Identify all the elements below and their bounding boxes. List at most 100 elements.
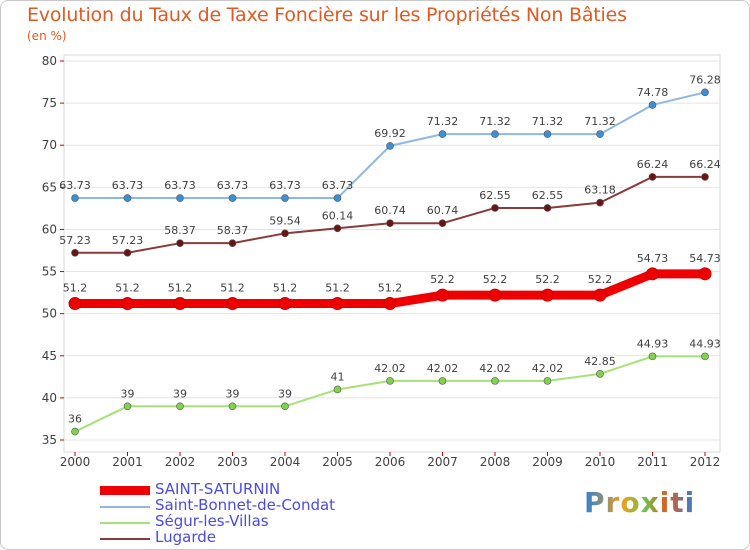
point-lugarde-2010 [596, 198, 604, 207]
data-label-saint-saturnin-2009: 52.2 [535, 273, 560, 286]
point-lugarde-2004 [281, 229, 289, 238]
data-label-segur-les-villas-2010: 42.85 [584, 355, 616, 368]
point-saint-bonnet-de-condat-2002 [176, 194, 184, 202]
point-saint-bonnet-de-condat-2008 [491, 130, 499, 138]
data-label-saint-saturnin-2006: 51.2 [378, 282, 403, 295]
data-label-lugarde-2004: 59.54 [269, 214, 301, 227]
data-label-saint-saturnin-2003: 51.2 [220, 282, 245, 295]
point-segur-les-villas-2008 [491, 377, 499, 385]
logo-text: Proxiti [584, 486, 696, 519]
point-saint-saturnin-2006 [383, 297, 397, 311]
point-saint-bonnet-de-condat-2010 [596, 130, 604, 138]
legend-swatch-saint-bonnet-de-condat [100, 506, 150, 508]
point-lugarde-2003 [228, 239, 237, 247]
point-saint-saturnin-2003 [226, 297, 239, 311]
point-lugarde-2006 [386, 219, 394, 228]
data-label-lugarde-2006: 60.74 [374, 204, 406, 217]
point-saint-bonnet-de-condat-2012 [701, 88, 709, 97]
data-label-segur-les-villas-2003: 39 [226, 387, 240, 400]
point-segur-les-villas-2001 [123, 402, 132, 411]
point-saint-bonnet-de-condat-2004 [281, 194, 289, 202]
point-saint-saturnin-2000 [68, 297, 82, 311]
point-lugarde-2007 [438, 219, 447, 228]
point-saint-bonnet-de-condat-2006 [386, 142, 394, 150]
data-label-saint-saturnin-2000: 51.2 [63, 282, 88, 295]
y-tick-label-75: 75 [42, 96, 57, 110]
data-label-saint-bonnet-de-condat-2001: 63.73 [112, 179, 144, 192]
y-tick-label-40: 40 [42, 391, 57, 405]
data-label-segur-les-villas-2005: 41 [331, 370, 345, 383]
data-label-saint-bonnet-de-condat-2011: 74.78 [637, 86, 669, 99]
data-label-saint-bonnet-de-condat-2012: 76.28 [689, 73, 721, 86]
point-segur-les-villas-2011 [648, 352, 657, 361]
point-saint-saturnin-2009 [541, 288, 554, 302]
data-label-lugarde-2008: 62.55 [479, 189, 511, 202]
point-saint-saturnin-2005 [331, 297, 344, 311]
point-lugarde-2005 [333, 224, 342, 233]
x-tick-label-2011: 2011 [637, 455, 668, 469]
x-tick-label-2000: 2000 [60, 455, 91, 469]
proxiti-logo: Proxiti [584, 486, 695, 519]
point-segur-les-villas-2003 [228, 402, 237, 411]
data-label-saint-saturnin-2005: 51.2 [325, 282, 350, 295]
point-saint-saturnin-2001 [121, 297, 134, 311]
x-tick-label-2005: 2005 [322, 455, 353, 469]
data-label-segur-les-villas-2009: 42.02 [532, 362, 564, 375]
point-segur-les-villas-2009 [543, 377, 552, 385]
point-segur-les-villas-2002 [176, 402, 184, 411]
data-label-segur-les-villas-2012: 44.93 [689, 337, 721, 350]
chart-title: Evolution du Taux de Taxe Foncière sur l… [27, 4, 627, 26]
x-tick-label-2010: 2010 [585, 455, 616, 469]
plot-area [63, 54, 721, 453]
data-label-lugarde-2010: 63.18 [584, 184, 616, 197]
data-label-saint-saturnin-2008: 52.2 [483, 273, 508, 286]
legend-swatch-lugarde [100, 538, 150, 540]
y-tick-label-35: 35 [42, 433, 57, 447]
data-label-saint-bonnet-de-condat-2007: 71.32 [427, 115, 459, 128]
data-label-saint-bonnet-de-condat-2010: 71.32 [584, 115, 616, 128]
point-saint-bonnet-de-condat-2000 [71, 194, 79, 202]
point-lugarde-2012 [701, 173, 709, 181]
point-saint-saturnin-2007 [436, 288, 449, 302]
data-label-saint-saturnin-2001: 51.2 [115, 282, 140, 295]
data-label-saint-saturnin-2011: 54.73 [637, 252, 669, 265]
data-label-saint-bonnet-de-condat-2005: 63.73 [322, 179, 354, 192]
point-lugarde-2001 [123, 248, 132, 257]
point-segur-les-villas-2007 [438, 377, 447, 385]
y-tick-label-60: 60 [42, 222, 57, 236]
point-saint-saturnin-2010 [593, 288, 607, 302]
point-segur-les-villas-2000 [71, 427, 79, 436]
point-saint-bonnet-de-condat-2009 [543, 130, 552, 138]
point-saint-bonnet-de-condat-2003 [228, 194, 237, 202]
point-segur-les-villas-2010 [596, 370, 604, 378]
x-tick-label-2008: 2008 [480, 455, 511, 469]
data-label-saint-bonnet-de-condat-2009: 71.32 [532, 115, 564, 128]
data-label-lugarde-2007: 60.74 [427, 204, 459, 217]
point-saint-bonnet-de-condat-2011 [648, 101, 657, 109]
point-segur-les-villas-2006 [386, 377, 394, 385]
point-saint-saturnin-2008 [488, 288, 502, 302]
legend-label-segur-les-villas: Ségur-les-Villas [155, 512, 269, 530]
data-label-saint-saturnin-2007: 52.2 [430, 273, 455, 286]
data-label-segur-les-villas-2004: 39 [278, 387, 292, 400]
data-label-segur-les-villas-2007: 42.02 [427, 362, 459, 375]
y-tick-label-55: 55 [42, 265, 57, 279]
y-tick-label-80: 80 [42, 54, 57, 68]
legend-label-saint-saturnin: SAINT-SATURNIN [155, 480, 281, 498]
data-label-lugarde-2011: 66.24 [637, 158, 669, 171]
data-label-lugarde-2002: 58.37 [164, 224, 196, 237]
data-label-saint-bonnet-de-condat-2003: 63.73 [217, 179, 249, 192]
point-lugarde-2000 [71, 248, 79, 257]
x-tick-label-2003: 2003 [217, 455, 248, 469]
data-label-saint-bonnet-de-condat-2002: 63.73 [164, 179, 196, 192]
data-label-segur-les-villas-2000: 36 [68, 413, 82, 426]
data-label-saint-saturnin-2002: 51.2 [168, 282, 193, 295]
data-label-lugarde-2001: 57.23 [112, 234, 144, 247]
y-tick-label-45: 45 [42, 349, 57, 363]
y-tick-label-65: 65 [42, 180, 57, 194]
x-tick-label-2009: 2009 [532, 455, 563, 469]
data-label-saint-bonnet-de-condat-2008: 71.32 [479, 115, 511, 128]
data-label-saint-saturnin-2004: 51.2 [273, 282, 298, 295]
data-label-lugarde-2003: 58.37 [217, 224, 249, 237]
